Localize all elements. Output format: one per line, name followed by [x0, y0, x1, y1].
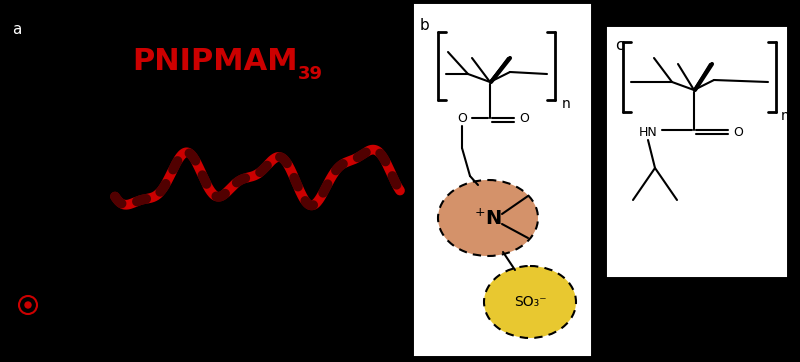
Text: O: O [733, 126, 743, 139]
Text: a: a [12, 22, 22, 37]
Text: 39: 39 [298, 65, 322, 83]
Text: b: b [420, 18, 430, 33]
Text: SO₃⁻: SO₃⁻ [514, 295, 546, 309]
Text: N: N [485, 209, 501, 227]
Ellipse shape [438, 180, 538, 256]
Ellipse shape [484, 266, 576, 338]
Text: O: O [457, 111, 467, 125]
Text: +: + [474, 206, 486, 219]
Text: HN: HN [638, 126, 658, 139]
Circle shape [25, 302, 31, 308]
Text: m: m [780, 109, 794, 123]
Text: c: c [615, 38, 623, 53]
Text: PNIPMAM: PNIPMAM [132, 47, 298, 76]
Bar [415, 5, 590, 355]
Text: O: O [519, 111, 529, 125]
Text: n: n [562, 97, 570, 111]
Bar [608, 28, 786, 276]
